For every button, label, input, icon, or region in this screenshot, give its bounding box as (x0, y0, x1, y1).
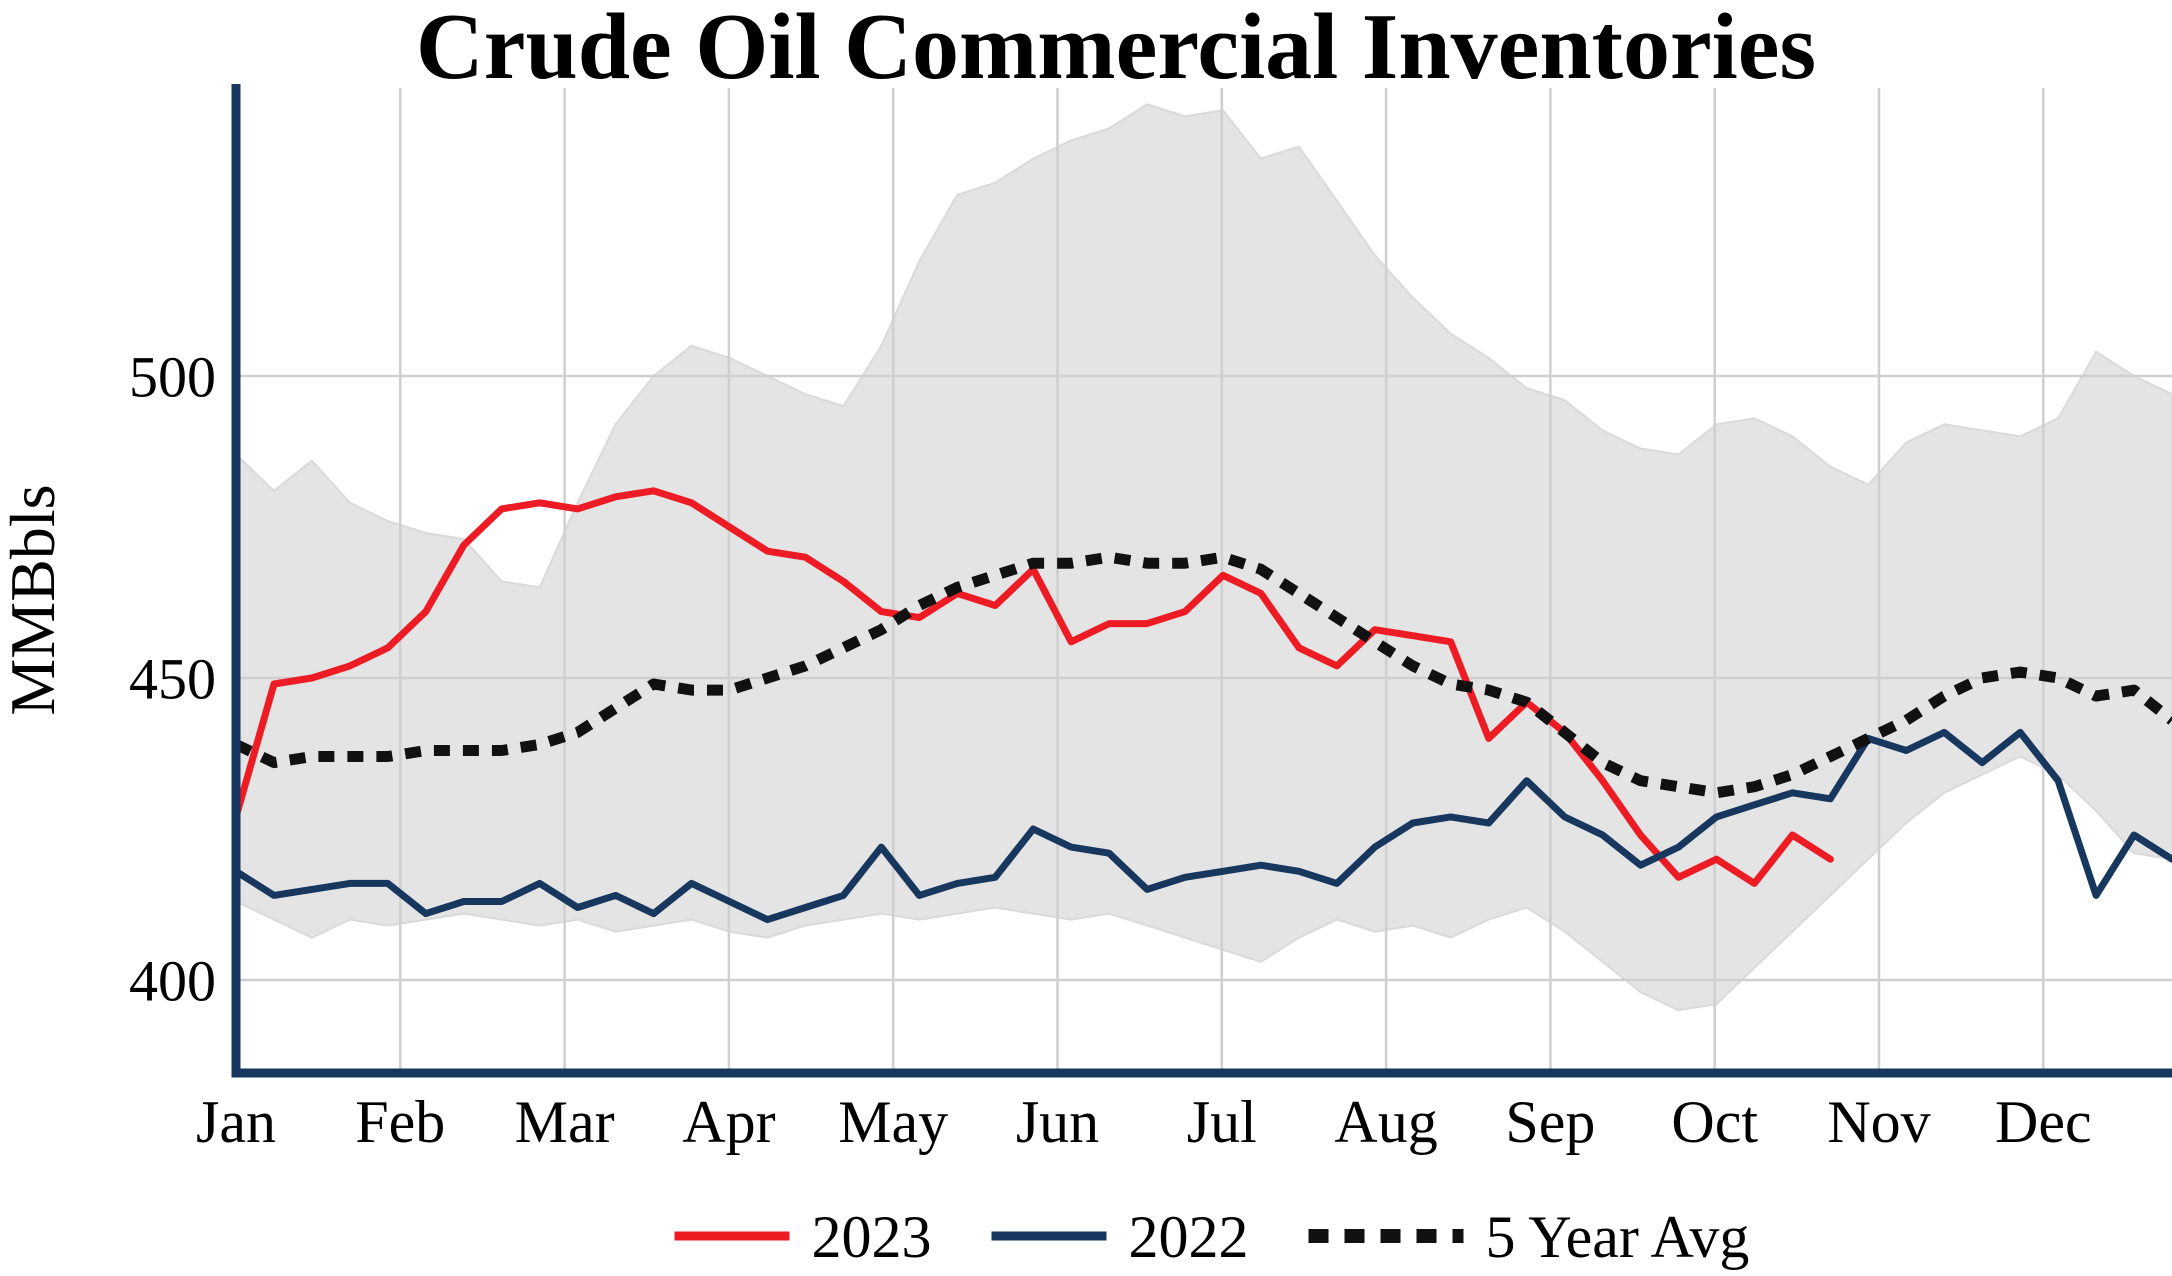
legend-item-2023: 2023 (674, 1204, 932, 1270)
x-tick-label-jun: Jun (1016, 1089, 1099, 1155)
series-line-5-year-avg (233, 551, 2172, 799)
x-tick-label-jul: Jul (1187, 1089, 1257, 1155)
y-axis-title: MMBbls (0, 484, 68, 715)
legend-item-5-year-avg: 5 Year Avg (1308, 1204, 1750, 1270)
y-tick-label-500: 500 (129, 344, 216, 409)
legend-label: 5 Year Avg (1486, 1204, 1750, 1270)
x-tick-label-apr: Apr (682, 1089, 775, 1155)
legend-item-2022: 2022 (991, 1204, 1249, 1270)
x-tick-label-dec: Dec (1995, 1089, 2092, 1155)
x-tick-label-aug: Aug (1334, 1089, 1437, 1155)
y-tick-labels: 400 450 500 (129, 344, 216, 1013)
y-tick-label-450: 450 (129, 646, 216, 711)
gridlines-layer (236, 88, 2172, 1073)
series-layer (232, 487, 2172, 924)
series-line-2022 (232, 728, 2172, 924)
chart-title: Crude Oil Commercial Inventories (416, 0, 1816, 99)
x-tick-label-sep: Sep (1505, 1089, 1595, 1155)
x-tick-labels: Jan Feb Mar Apr May Jun Jul Aug Sep Oct Nov Dec (196, 1089, 2092, 1155)
x-tick-label-jan: Jan (196, 1089, 276, 1155)
x-tick-label-feb: Feb (355, 1089, 445, 1155)
x-tick-label-mar: Mar (515, 1089, 615, 1155)
legend-label: 2023 (812, 1204, 932, 1270)
legend-label: 2022 (1129, 1204, 1249, 1270)
x-tick-label-nov: Nov (1827, 1089, 1930, 1155)
legend: 2023 2022 5 Year Avg (674, 1204, 1750, 1270)
axes-layer (231, 84, 2172, 1078)
x-tick-label-may: May (838, 1089, 948, 1155)
y-tick-label-400: 400 (129, 948, 216, 1013)
x-tick-label-oct: Oct (1671, 1089, 1758, 1155)
